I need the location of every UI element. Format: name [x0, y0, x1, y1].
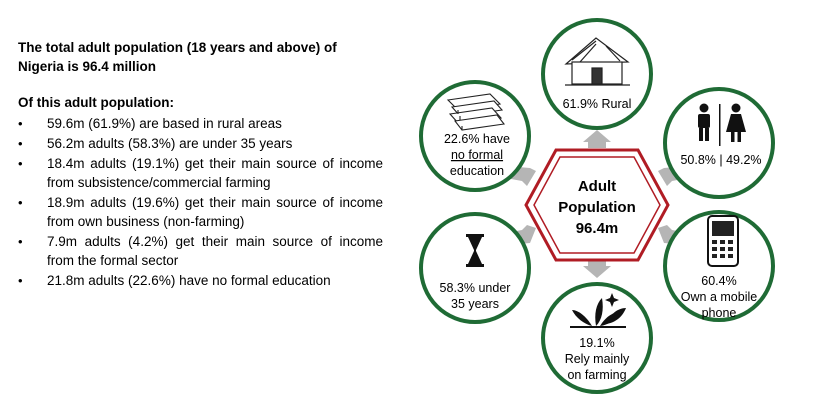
node-education-circle	[419, 80, 531, 192]
node-education-line1: 22.6% have	[444, 132, 510, 146]
node-education-line3: education	[450, 164, 504, 178]
node-rural-label: 61.9% Rural	[563, 97, 632, 111]
bullet-farming: 18.4m adults (19.1%) get their main sour…	[18, 154, 383, 192]
headline: The total adult population (18 years and…	[18, 40, 337, 74]
node-phone-line3: phone	[702, 306, 737, 320]
node-age-circle	[419, 212, 531, 324]
summary-panel: The total adult population (18 years and…	[18, 38, 383, 291]
hourglass-icon	[466, 234, 484, 267]
connector-arrows	[511, 130, 683, 278]
arrow-to-farming	[583, 260, 611, 278]
plants-icon	[570, 293, 626, 328]
node-education: 22.6% have no formal education	[419, 80, 531, 192]
bullet-own-business: 18.9m adults (19.6%) get their main sour…	[18, 193, 383, 231]
bullet-no-education: 21.8m adults (22.6%) have no formal educ…	[18, 271, 383, 290]
node-farming-line2: Rely mainly	[565, 352, 630, 366]
node-rural: 61.9% Rural	[541, 18, 653, 130]
bullet-list: 59.6m (61.9%) are based in rural areas 5…	[18, 114, 383, 290]
center-line1: Adult	[578, 178, 616, 195]
arrow-to-rural	[583, 130, 611, 148]
bullet-rural: 59.6m (61.9%) are based in rural areas	[18, 114, 383, 133]
node-age-line1: 58.3% under	[440, 281, 511, 295]
hexagon-outer	[524, 148, 670, 262]
subheading: Of this adult population:	[18, 95, 174, 110]
node-gender: 50.8% | 49.2%	[663, 87, 775, 199]
node-age: 58.3% under 35 years	[419, 212, 531, 324]
bullet-under-35: 56.2m adults (58.3%) are under 35 years	[18, 134, 383, 153]
bullet-formal-sector: 7.9m adults (4.2%) get their main source…	[18, 232, 383, 270]
node-education-line2: no formal	[451, 148, 503, 162]
center-line2: Population	[558, 199, 636, 216]
mobile-phone-icon	[707, 215, 739, 267]
node-phone-line1: 60.4%	[701, 274, 736, 288]
node-gender-label: 50.8% | 49.2%	[680, 153, 761, 167]
node-phone: 60.4% Own a mobile phone	[663, 210, 775, 322]
male-female-icon	[698, 103, 746, 146]
node-phone-line2: Own a mobile	[681, 290, 757, 304]
node-farming: 19.1% Rely mainly on farming	[541, 282, 653, 394]
node-farming-line1: 19.1%	[579, 336, 614, 350]
node-farming-line3: on farming	[567, 368, 626, 382]
books-icon	[446, 93, 506, 131]
center-line3: 96.4m	[576, 220, 619, 237]
node-age-line2: 35 years	[451, 297, 499, 311]
hexagon-inner	[533, 156, 661, 254]
center-hexagon: Adult Population 96.4m	[524, 148, 670, 262]
hut-icon	[564, 37, 630, 86]
